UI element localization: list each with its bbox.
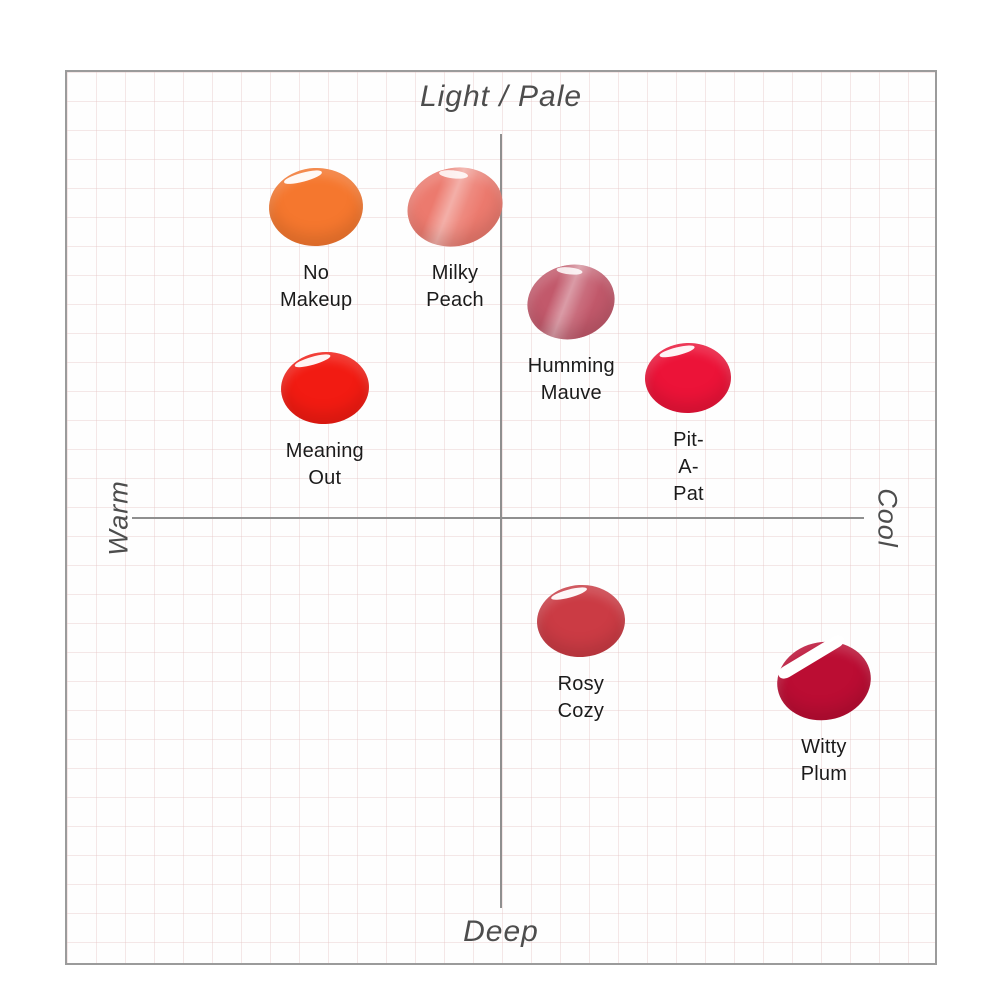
swatch-label-pit-a-pat: Pit-A-Pat — [673, 428, 704, 505]
swatch-label-rosy-cozy: Rosy Cozy — [557, 672, 605, 722]
swatch-rosy-cozy — [535, 582, 627, 660]
shine-highlight-icon — [556, 265, 584, 276]
swatch-witty-plum — [770, 631, 877, 728]
axis-label-deep: Deep — [463, 915, 539, 948]
swatch-meaning-out — [278, 349, 372, 428]
chart-frame: Light / Pale Deep Warm Cool No Makeup Mil… — [65, 70, 937, 965]
shine-highlight-icon — [283, 167, 324, 186]
swatch-pit-a-pat — [644, 341, 733, 415]
shine-highlight-icon — [775, 631, 847, 681]
shine-highlight-icon — [293, 351, 332, 370]
axis-label-light-pale: Light / Pale — [419, 80, 583, 113]
plot-area: No Makeup Milky Peach Humming Mauve Meaning… — [67, 72, 935, 963]
swatch-label-milky-peach: Milky Peach — [426, 261, 484, 311]
swatch-humming-mauve — [519, 255, 623, 349]
shine-highlight-icon — [549, 584, 588, 602]
swatch-milky-peach — [398, 157, 511, 256]
swatch-label-humming-mauve: Humming Mauve — [527, 354, 615, 404]
swatch-label-witty-plum: Witty Plum — [800, 735, 848, 785]
horizontal-axis-line — [132, 516, 864, 519]
shine-highlight-icon — [439, 168, 469, 180]
swatch-label-meaning-out: Meaning Out — [285, 440, 364, 490]
swatch-label-no-makeup: No Makeup — [279, 261, 353, 311]
swatch-no-makeup — [267, 165, 366, 248]
shine-highlight-icon — [658, 342, 696, 359]
vertical-axis-line — [500, 134, 502, 908]
